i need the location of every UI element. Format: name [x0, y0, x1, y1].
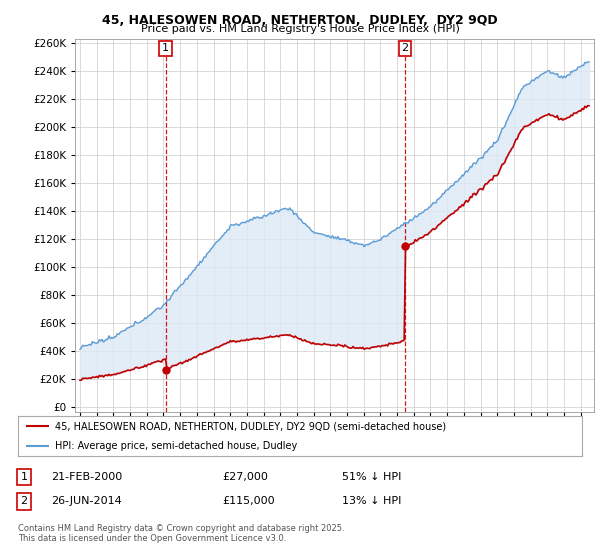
- Text: £27,000: £27,000: [222, 472, 268, 482]
- Text: 2: 2: [20, 496, 28, 506]
- Text: Price paid vs. HM Land Registry's House Price Index (HPI): Price paid vs. HM Land Registry's House …: [140, 24, 460, 34]
- Text: 21-FEB-2000: 21-FEB-2000: [51, 472, 122, 482]
- Text: £115,000: £115,000: [222, 496, 275, 506]
- Text: 1: 1: [20, 472, 28, 482]
- Text: HPI: Average price, semi-detached house, Dudley: HPI: Average price, semi-detached house,…: [55, 441, 297, 451]
- Text: Contains HM Land Registry data © Crown copyright and database right 2025.
This d: Contains HM Land Registry data © Crown c…: [18, 524, 344, 543]
- Text: 51% ↓ HPI: 51% ↓ HPI: [342, 472, 401, 482]
- Text: 45, HALESOWEN ROAD, NETHERTON,  DUDLEY,  DY2 9QD: 45, HALESOWEN ROAD, NETHERTON, DUDLEY, D…: [102, 14, 498, 27]
- Text: 45, HALESOWEN ROAD, NETHERTON, DUDLEY, DY2 9QD (semi-detached house): 45, HALESOWEN ROAD, NETHERTON, DUDLEY, D…: [55, 421, 446, 431]
- Text: 13% ↓ HPI: 13% ↓ HPI: [342, 496, 401, 506]
- Text: 2: 2: [401, 44, 409, 53]
- Text: 26-JUN-2014: 26-JUN-2014: [51, 496, 122, 506]
- Text: 1: 1: [162, 44, 169, 53]
